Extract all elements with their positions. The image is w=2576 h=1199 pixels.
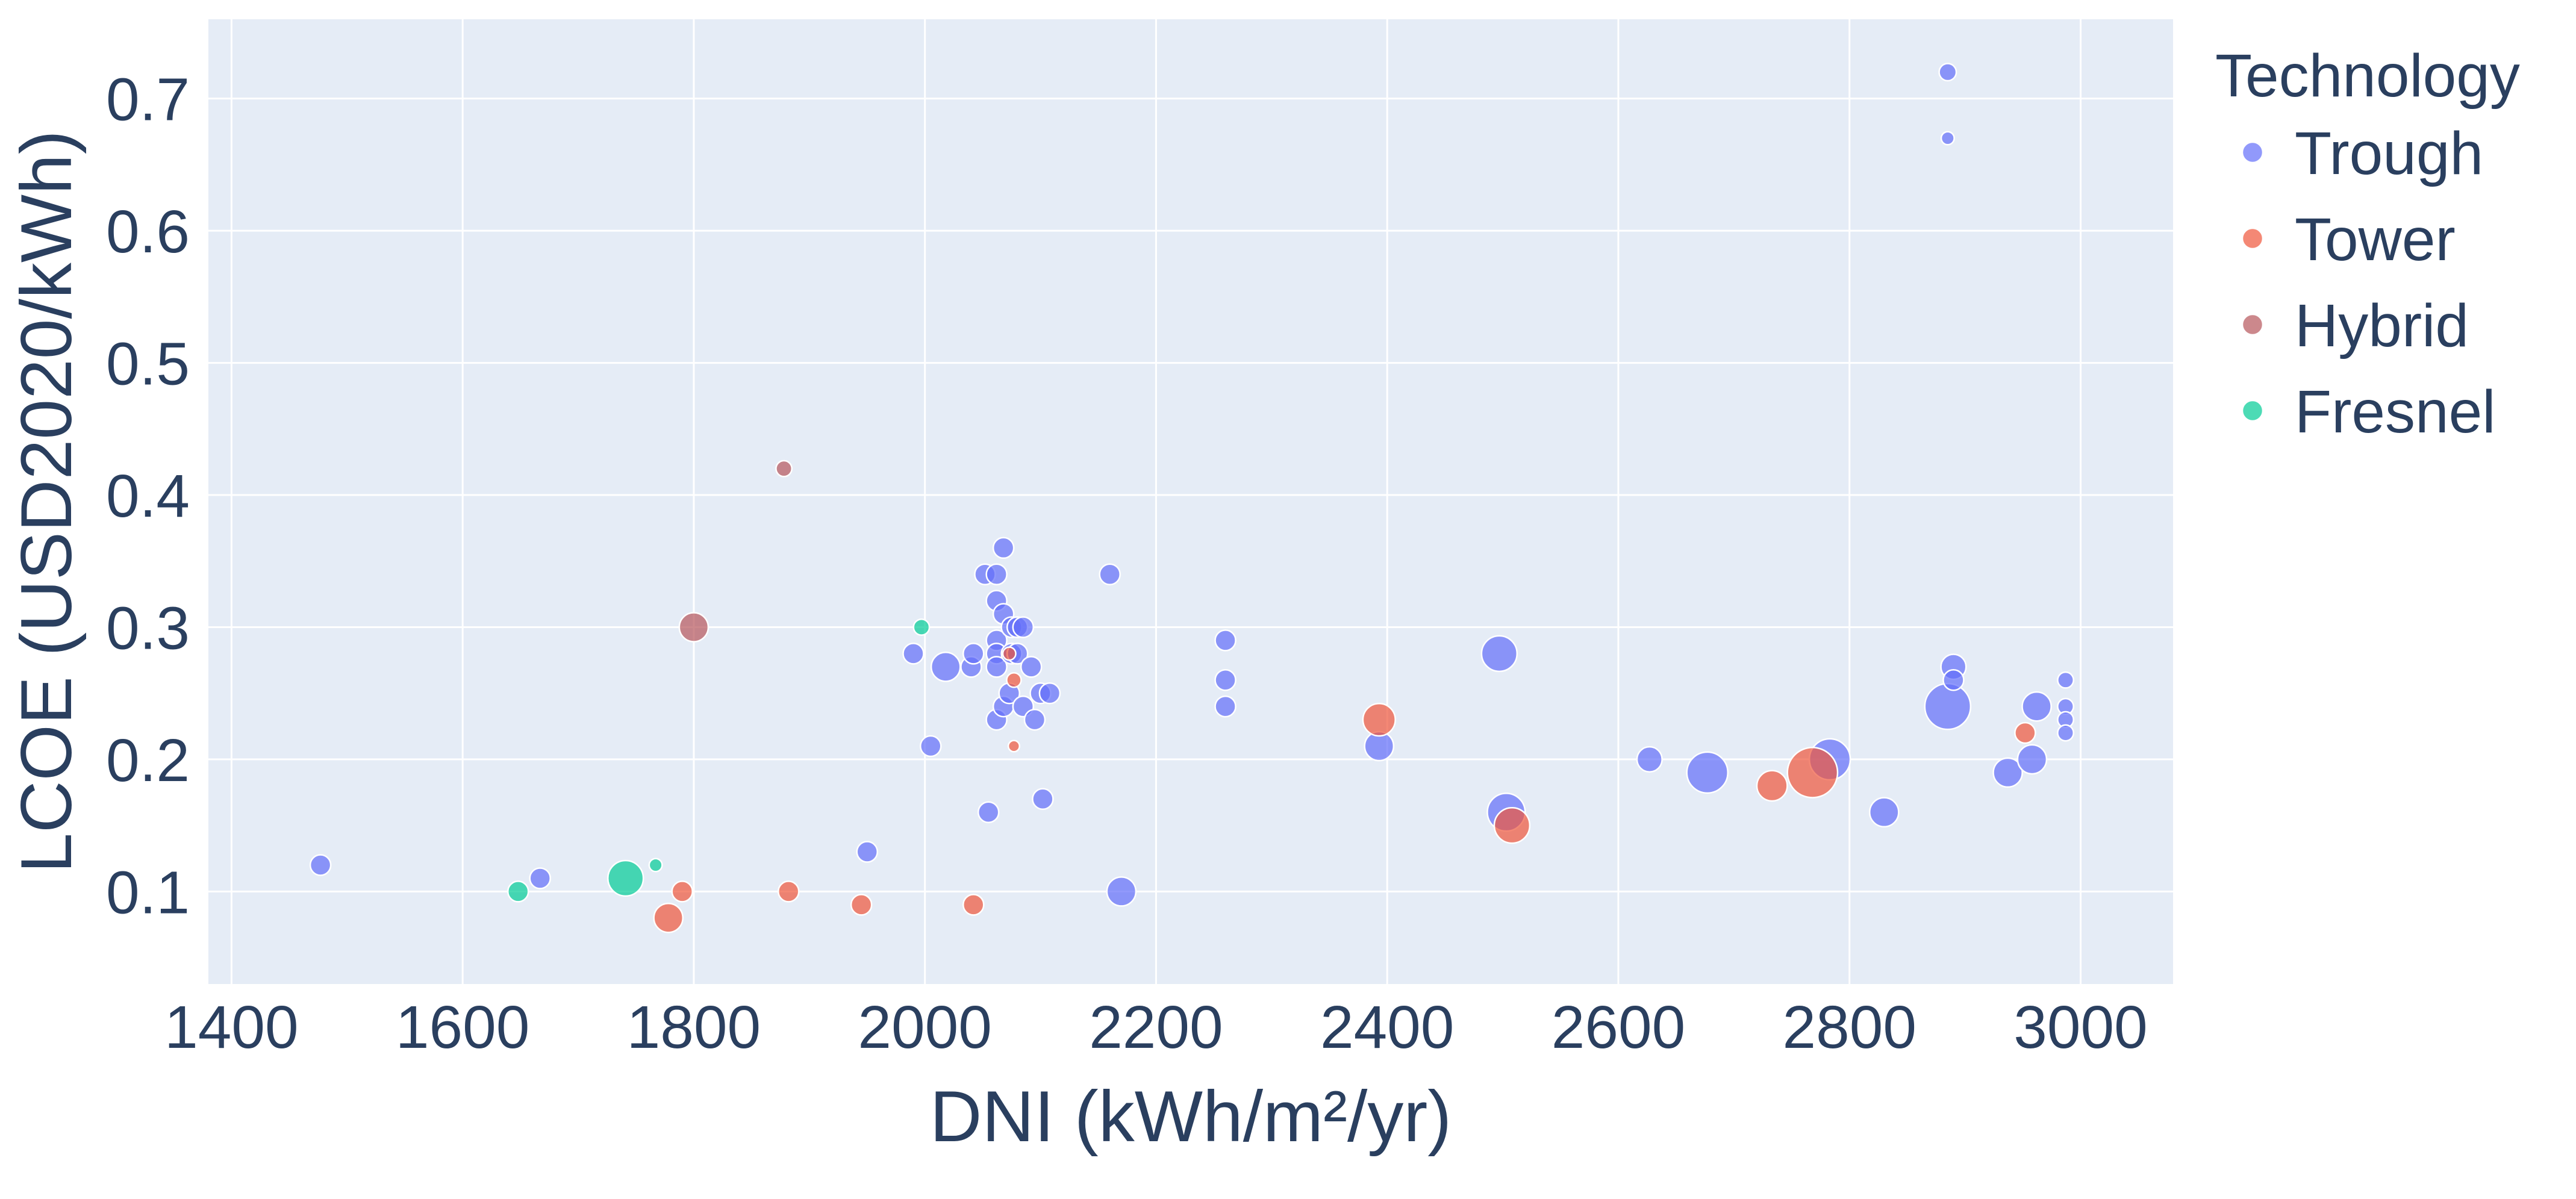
data-point-trough (1636, 746, 1663, 773)
data-points (309, 63, 2074, 933)
legend-marker (2241, 399, 2264, 422)
legend-marker (2241, 313, 2264, 336)
data-point-hybrid (775, 459, 793, 478)
y-tick-label: 0.2 (106, 727, 190, 794)
legend: Technology Trough Tower Hybrid Fresnel (2215, 42, 2520, 446)
legend-items: Trough Tower Hybrid Fresnel (2241, 120, 2495, 446)
data-point-trough (2016, 744, 2048, 775)
x-tick-label: 1800 (627, 994, 761, 1061)
y-tick-label: 0.3 (106, 594, 190, 662)
x-tick-label: 2000 (858, 994, 991, 1061)
data-point-trough (920, 735, 942, 758)
data-point-tower (1362, 702, 1396, 737)
data-point-trough (856, 841, 878, 863)
data-point-trough (1032, 788, 1054, 811)
data-point-trough (1020, 656, 1043, 678)
data-point-tower (1756, 770, 1788, 802)
x-tick-labels: 1400 1600 1800 2000 2200 2400 2600 2800 3000 (164, 994, 2148, 1061)
data-point-tower (1006, 671, 1022, 688)
x-tick-label: 2800 (1782, 994, 1916, 1061)
data-point-tower (777, 880, 800, 903)
data-point-trough (1480, 635, 1518, 673)
data-point-tower (1493, 806, 1531, 844)
x-tick-label: 2600 (1552, 994, 1685, 1061)
data-point-trough (1940, 131, 1955, 146)
x-tick-label: 2200 (1089, 994, 1223, 1061)
y-tick-label: 0.5 (106, 331, 190, 398)
data-point-trough (1214, 669, 1237, 691)
series-fresnel (507, 618, 931, 903)
data-point-trough (1938, 63, 1957, 82)
legend-title: Technology (2215, 42, 2520, 110)
legend-item-tower[interactable]: Tower (2241, 206, 2456, 273)
data-point-fresnel (507, 880, 529, 903)
legend-label: Trough (2295, 120, 2483, 187)
data-point-tower (653, 902, 684, 933)
legend-label: Tower (2295, 206, 2456, 273)
data-point-tower (1786, 746, 1839, 799)
data-point-trough (1106, 876, 1137, 907)
legend-item-fresnel[interactable]: Fresnel (2241, 378, 2495, 446)
x-tick-label: 1600 (396, 994, 529, 1061)
data-point-tower (850, 894, 873, 916)
series-tower (653, 646, 2036, 933)
data-point-trough (1214, 629, 1237, 652)
x-axis-title: DNI (kWh/m²/yr) (930, 1076, 1452, 1157)
legend-marker (2241, 227, 2264, 250)
x-tick-label: 2400 (1320, 994, 1454, 1061)
data-point-trough (1869, 797, 1900, 828)
data-point-trough (1942, 669, 1965, 691)
data-point-tower (1007, 740, 1020, 753)
y-tick-labels: 0.1 0.2 0.3 0.4 0.5 0.6 0.7 (106, 66, 190, 927)
data-point-trough (962, 643, 985, 665)
data-point-trough (1686, 751, 1729, 794)
legend-label: Hybrid (2295, 292, 2469, 360)
y-tick-label: 0.4 (106, 462, 190, 530)
y-tick-label: 0.7 (106, 66, 190, 134)
data-point-trough (1023, 708, 1046, 731)
data-point-trough (985, 656, 1008, 678)
data-point-trough (1214, 695, 1237, 718)
x-tick-label: 1400 (164, 994, 298, 1061)
legend-marker (2241, 141, 2264, 164)
data-point-fresnel (648, 858, 663, 873)
data-point-trough (992, 537, 1015, 559)
y-tick-label: 0.6 (106, 198, 190, 266)
y-axis-title: LCOE (USD2020/kWh) (6, 130, 87, 873)
data-point-trough (2021, 691, 2052, 722)
data-point-tower (1002, 646, 1017, 661)
data-point-trough (1924, 682, 1972, 730)
legend-label: Fresnel (2295, 378, 2495, 446)
legend-item-hybrid[interactable]: Hybrid (2241, 292, 2469, 360)
legend-item-trough[interactable]: Trough (2241, 120, 2483, 187)
series-hybrid (678, 459, 793, 643)
data-point-trough (529, 867, 551, 889)
data-point-trough (309, 854, 332, 876)
y-tick-label: 0.1 (106, 859, 190, 926)
data-point-fresnel (607, 859, 644, 897)
x-gridlines (230, 19, 2082, 984)
x-tick-label: 3000 (2013, 994, 2147, 1061)
data-point-trough (1038, 682, 1061, 705)
data-point-trough (985, 563, 1008, 585)
data-point-trough (1992, 757, 2023, 788)
data-point-trough (930, 652, 961, 682)
data-point-trough (1012, 616, 1035, 638)
data-point-tower (671, 880, 693, 903)
y-gridlines (208, 98, 2173, 892)
data-point-trough (977, 801, 1000, 823)
data-point-trough (2057, 671, 2074, 689)
data-point-tower (962, 894, 985, 916)
plot-background (208, 19, 2173, 984)
data-point-trough (1099, 563, 1121, 585)
data-point-trough (902, 643, 925, 665)
series-trough (309, 63, 2074, 907)
data-point-fresnel (912, 618, 931, 636)
data-point-hybrid (678, 612, 709, 643)
data-point-trough (2057, 724, 2074, 742)
data-point-tower (2014, 721, 2036, 744)
